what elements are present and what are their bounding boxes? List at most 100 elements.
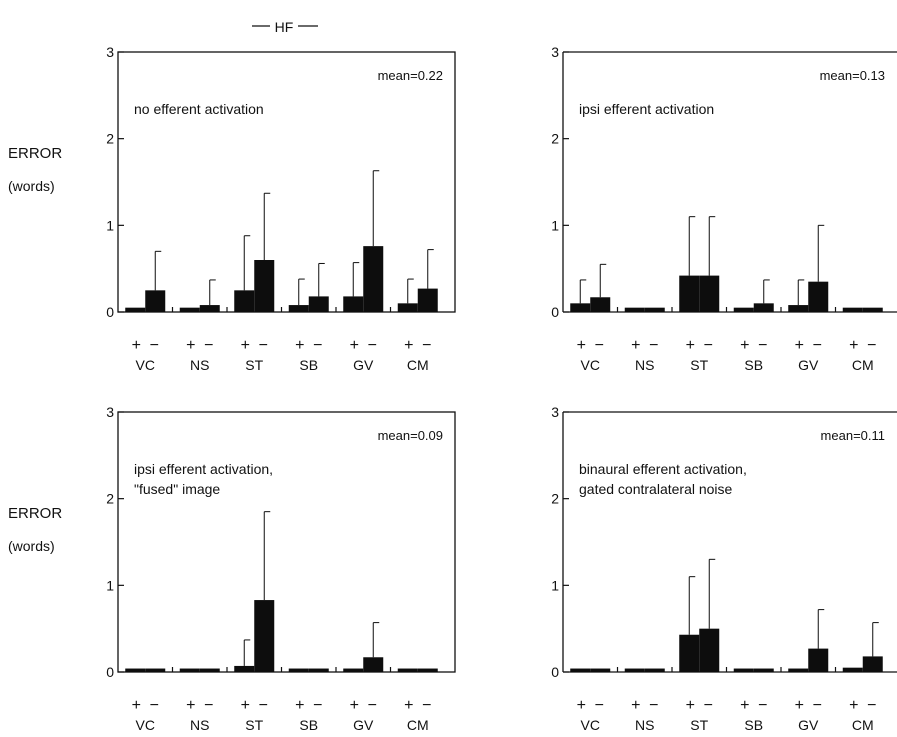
- condition-label-plus: +: [577, 337, 586, 354]
- y-tick-label: 3: [551, 404, 559, 420]
- x-tick-label-st: ST: [245, 717, 263, 733]
- bar-sb-minus: [308, 296, 329, 312]
- x-tick-label-ns: NS: [635, 357, 654, 373]
- condition-label-plus: +: [241, 697, 250, 714]
- y-tick-label: 2: [106, 131, 114, 147]
- bar-cm-plus: [842, 667, 863, 672]
- bar-cm-minus: [417, 668, 438, 672]
- bar-st-plus: [234, 665, 255, 672]
- condition-label-minus: −: [204, 697, 213, 714]
- condition-label-minus: −: [595, 337, 604, 354]
- condition-label-minus: −: [867, 697, 876, 714]
- bar-ns-minus: [644, 668, 665, 672]
- plot-frame: [117, 51, 456, 313]
- x-tick-label-st: ST: [245, 357, 263, 373]
- x-tick-label-cm: CM: [852, 357, 874, 373]
- bar-sb-plus: [733, 668, 754, 672]
- x-tick-label-cm: CM: [407, 717, 429, 733]
- condition-label-plus: +: [740, 697, 749, 714]
- y-tick-label: 1: [106, 577, 114, 593]
- condition-label-minus: −: [368, 337, 377, 354]
- x-tick-label-cm: CM: [852, 717, 874, 733]
- condition-label-minus: −: [758, 697, 767, 714]
- y-tick-label: 0: [106, 664, 114, 680]
- bar-sb-plus: [288, 668, 309, 672]
- y-tick-label: 2: [551, 491, 559, 507]
- bar-cm-minus: [417, 288, 438, 312]
- mean-label: mean=0.11: [821, 428, 885, 443]
- bar-ns-plus: [624, 668, 645, 672]
- row1-ylabel-units: (words): [8, 178, 55, 194]
- condition-label-plus: +: [849, 697, 858, 714]
- x-tick-label-gv: GV: [798, 717, 819, 733]
- condition-label-plus: +: [631, 337, 640, 354]
- condition-label-minus: −: [595, 697, 604, 714]
- y-tick-label: 1: [106, 217, 114, 233]
- bar-gv-minus: [363, 657, 384, 672]
- bar-gv-plus: [343, 296, 364, 312]
- condition-label-plus: +: [186, 697, 195, 714]
- bar-cm-plus: [842, 307, 863, 312]
- bar-sb-plus: [288, 305, 309, 312]
- condition-label-minus: −: [150, 337, 159, 354]
- condition-label-plus: +: [404, 697, 413, 714]
- bar-ns-minus: [644, 307, 665, 312]
- bar-cm-plus: [397, 303, 418, 312]
- bar-vc-minus: [590, 297, 611, 312]
- condition-label-plus: +: [686, 697, 695, 714]
- condition-label-minus: −: [704, 697, 713, 714]
- x-tick-label-sb: SB: [299, 357, 318, 373]
- bar-gv-plus: [788, 305, 809, 312]
- condition-label-minus: −: [422, 337, 431, 354]
- row2-ylabel-units: (words): [8, 538, 55, 554]
- condition-label-plus: +: [350, 697, 359, 714]
- bar-st-minus: [254, 260, 275, 312]
- condition-label-minus: −: [649, 337, 658, 354]
- bar-st-minus: [699, 275, 720, 312]
- bar-st-plus: [679, 275, 700, 312]
- condition-label-minus: −: [867, 337, 876, 354]
- x-tick-label-sb: SB: [299, 717, 318, 733]
- mean-label: mean=0.22: [378, 68, 443, 83]
- condition-label-minus: −: [813, 337, 822, 354]
- panel-annotation-line2: "fused" image: [134, 481, 220, 497]
- x-tick-label-sb: SB: [744, 357, 763, 373]
- bar-vc-plus: [570, 668, 591, 672]
- condition-label-plus: +: [631, 697, 640, 714]
- panel-annotation: ipsi efferent activation,: [134, 461, 273, 477]
- y-tick-label: 0: [551, 664, 559, 680]
- y-tick-label: 1: [551, 577, 559, 593]
- condition-label-minus: −: [813, 697, 822, 714]
- bar-gv-minus: [808, 648, 829, 672]
- condition-label-plus: +: [295, 697, 304, 714]
- bar-gv-minus: [808, 281, 829, 312]
- bar-vc-minus: [590, 668, 611, 672]
- condition-label-minus: −: [259, 337, 268, 354]
- condition-label-minus: −: [313, 337, 322, 354]
- condition-label-plus: +: [132, 697, 141, 714]
- bar-st-plus: [234, 290, 255, 312]
- y-tick-label: 3: [551, 44, 559, 60]
- x-tick-label-vc: VC: [581, 357, 600, 373]
- x-tick-label-ns: NS: [190, 357, 209, 373]
- bar-cm-minus: [862, 307, 883, 312]
- condition-label-minus: −: [758, 337, 767, 354]
- bar-sb-minus: [753, 303, 774, 312]
- panel-annotation: ipsi efferent activation: [579, 101, 714, 117]
- y-tick-label: 0: [551, 304, 559, 320]
- condition-label-plus: +: [295, 337, 304, 354]
- bar-st-plus: [679, 634, 700, 672]
- condition-label-minus: −: [150, 697, 159, 714]
- bar-vc-plus: [125, 668, 146, 672]
- condition-label-minus: −: [649, 697, 658, 714]
- plot-frame: [117, 411, 456, 673]
- panel-annotation-line2: gated contralateral noise: [579, 481, 733, 497]
- condition-label-plus: +: [795, 337, 804, 354]
- condition-label-plus: +: [795, 697, 804, 714]
- y-tick-label: 3: [106, 44, 114, 60]
